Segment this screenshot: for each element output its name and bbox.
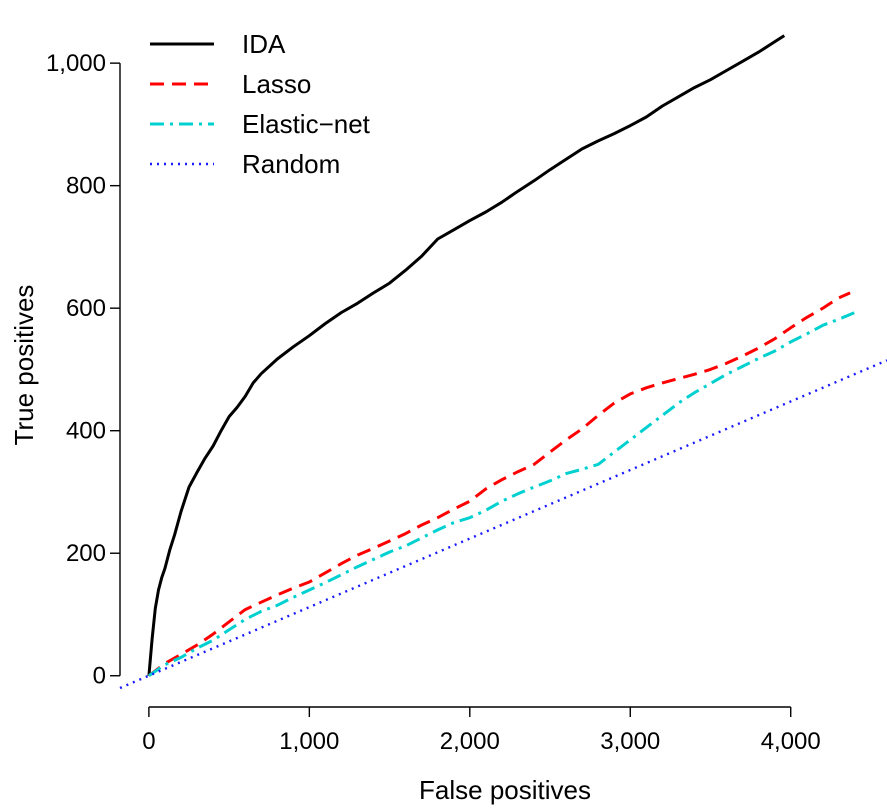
legend-label: IDA [242,29,286,59]
legend: IDA Lasso Elastic−net Random [150,29,371,179]
x-tick-label: 2,000 [440,728,500,755]
x-tick-label: 1,000 [279,728,339,755]
y-tick-label: 1,000 [46,50,106,77]
y-tick-label: 800 [66,173,106,200]
x-tick-label: 3,000 [600,728,660,755]
legend-label: Elastic−net [242,109,371,139]
series-line-elastic-net [148,311,856,677]
x-ticks: 0 1,000 2,000 3,000 4,000 [142,707,821,755]
y-axis-title: True positives [9,285,39,446]
axes: 0 1,000 2,000 3,000 4,000 0 200 400 600 800 1,000 [46,50,821,755]
x-tick-label: 0 [142,728,155,755]
y-tick-label: 200 [66,540,106,567]
y-tick-label: 600 [66,295,106,322]
series-layer [119,34,887,690]
legend-label: Random [242,149,340,179]
x-axis-title: False positives [419,775,591,805]
legend-label: Lasso [242,69,311,99]
y-ticks: 0 200 400 600 800 1,000 [46,50,120,690]
y-tick-label: 0 [93,663,106,690]
y-tick-label: 400 [66,418,106,445]
series-line-ida [147,34,786,676]
x-tick-label: 4,000 [761,728,821,755]
series-line-lasso [147,291,851,677]
